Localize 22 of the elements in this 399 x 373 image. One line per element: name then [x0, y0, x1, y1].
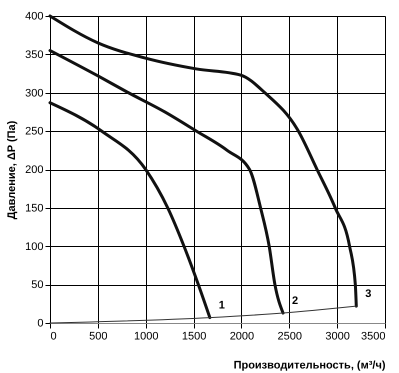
x-tick-label: 2500 [278, 330, 302, 342]
annotation: 1 [218, 300, 225, 312]
y-tick-label: 350 [25, 48, 44, 61]
x-tick-label: 1500 [182, 330, 206, 342]
y-tick-label: 150 [25, 202, 44, 214]
y-tick-label: 50 [31, 279, 44, 292]
y-tick-label: 300 [25, 87, 44, 100]
x-axis-title: Производительность, (м³/ч) [234, 360, 386, 372]
annotation: 3 [365, 288, 372, 300]
x-tick-label: 2000 [230, 330, 254, 342]
y-tick-label: 0 [37, 318, 44, 330]
x-tick-label: 1000 [134, 330, 158, 342]
x-tick-label: 500 [89, 330, 108, 342]
y-axis-title: Давление, ΔP (Па) [6, 120, 18, 220]
y-tick-label: 400 [25, 10, 44, 22]
x-tick-label: 0 [50, 330, 57, 342]
y-tick-label: 250 [25, 126, 44, 138]
y-tick-label: 100 [25, 240, 44, 253]
annotation: 2 [292, 295, 298, 308]
x-tick-label: 3500 [361, 330, 386, 342]
x-tick-label: 3000 [325, 330, 350, 342]
y-tick-label: 200 [25, 164, 44, 176]
